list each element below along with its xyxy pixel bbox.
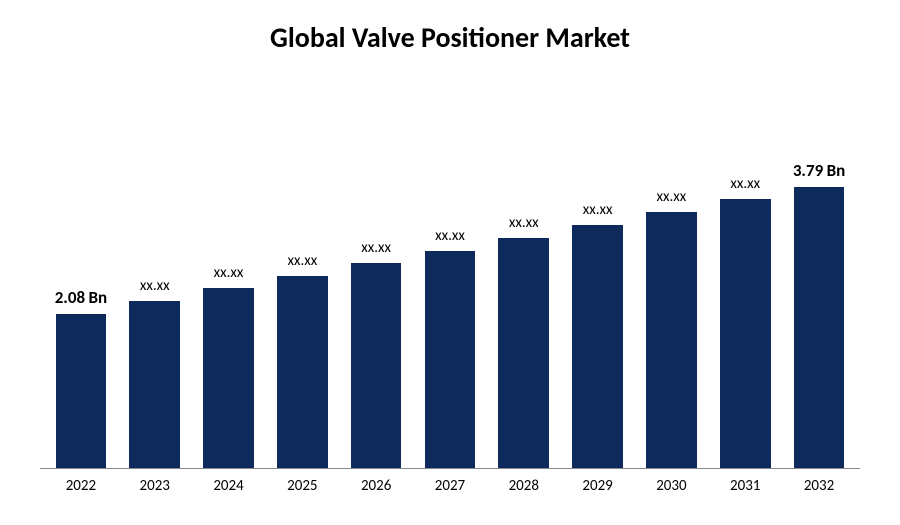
bar-group: xx.xx <box>567 75 629 468</box>
bar <box>498 238 549 468</box>
bar-group: xx.xx <box>641 75 703 468</box>
bar <box>277 276 328 468</box>
bar-group: xx.xx <box>493 75 555 468</box>
bar <box>203 288 254 468</box>
bar-value-label: 2.08 Bn <box>55 287 107 308</box>
bar-group: 3.79 Bn <box>788 75 850 468</box>
x-axis-label: 2022 <box>50 477 112 495</box>
bar-group: xx.xx <box>271 75 333 468</box>
bar-group: xx.xx <box>419 75 481 468</box>
bar-value-label: xx.xx <box>583 201 613 219</box>
bar-value-label: xx.xx <box>214 264 244 282</box>
bar <box>720 199 771 468</box>
bar-value-label: xx.xx <box>361 239 391 257</box>
bar-value-label: xx.xx <box>730 175 760 193</box>
bar <box>425 251 476 468</box>
bar <box>794 187 845 468</box>
bar <box>351 263 402 468</box>
bar-value-label: xx.xx <box>435 227 465 245</box>
x-axis-label: 2026 <box>345 477 407 495</box>
x-axis-label: 2023 <box>124 477 186 495</box>
bar <box>572 225 623 468</box>
x-axis-label: 2027 <box>419 477 481 495</box>
bar-group: 2.08 Bn <box>50 75 112 468</box>
bar-group: xx.xx <box>198 75 260 468</box>
x-axis-label: 2030 <box>641 477 703 495</box>
plot-area: 2.08 Bn xx.xx xx.xx xx.xx xx.xx xx.xx xx.xx xx.… <box>40 75 860 469</box>
x-axis-label: 2025 <box>271 477 333 495</box>
bar-group: xx.xx <box>714 75 776 468</box>
bar <box>129 301 180 468</box>
x-axis-label: 2031 <box>714 477 776 495</box>
bar <box>56 314 107 468</box>
chart-container: Global Valve Positioner Market 2.08 Bn xx… <box>0 0 900 525</box>
x-axis-label: 2028 <box>493 477 555 495</box>
bar <box>646 212 697 468</box>
x-axis-label: 2024 <box>198 477 260 495</box>
bar-value-label: xx.xx <box>287 252 317 270</box>
bar-group: xx.xx <box>124 75 186 468</box>
bar-value-label: xx.xx <box>657 188 687 206</box>
bar-value-label: xx.xx <box>509 214 539 232</box>
chart-title: Global Valve Positioner Market <box>40 20 860 55</box>
x-axis-label: 2032 <box>788 477 850 495</box>
x-axis: 2022 2023 2024 2025 2026 2027 2028 2029 2030 2031… <box>40 469 860 495</box>
bar-value-label: 3.79 Bn <box>793 160 845 181</box>
x-axis-label: 2029 <box>567 477 629 495</box>
bar-group: xx.xx <box>345 75 407 468</box>
bar-value-label: xx.xx <box>140 277 170 295</box>
